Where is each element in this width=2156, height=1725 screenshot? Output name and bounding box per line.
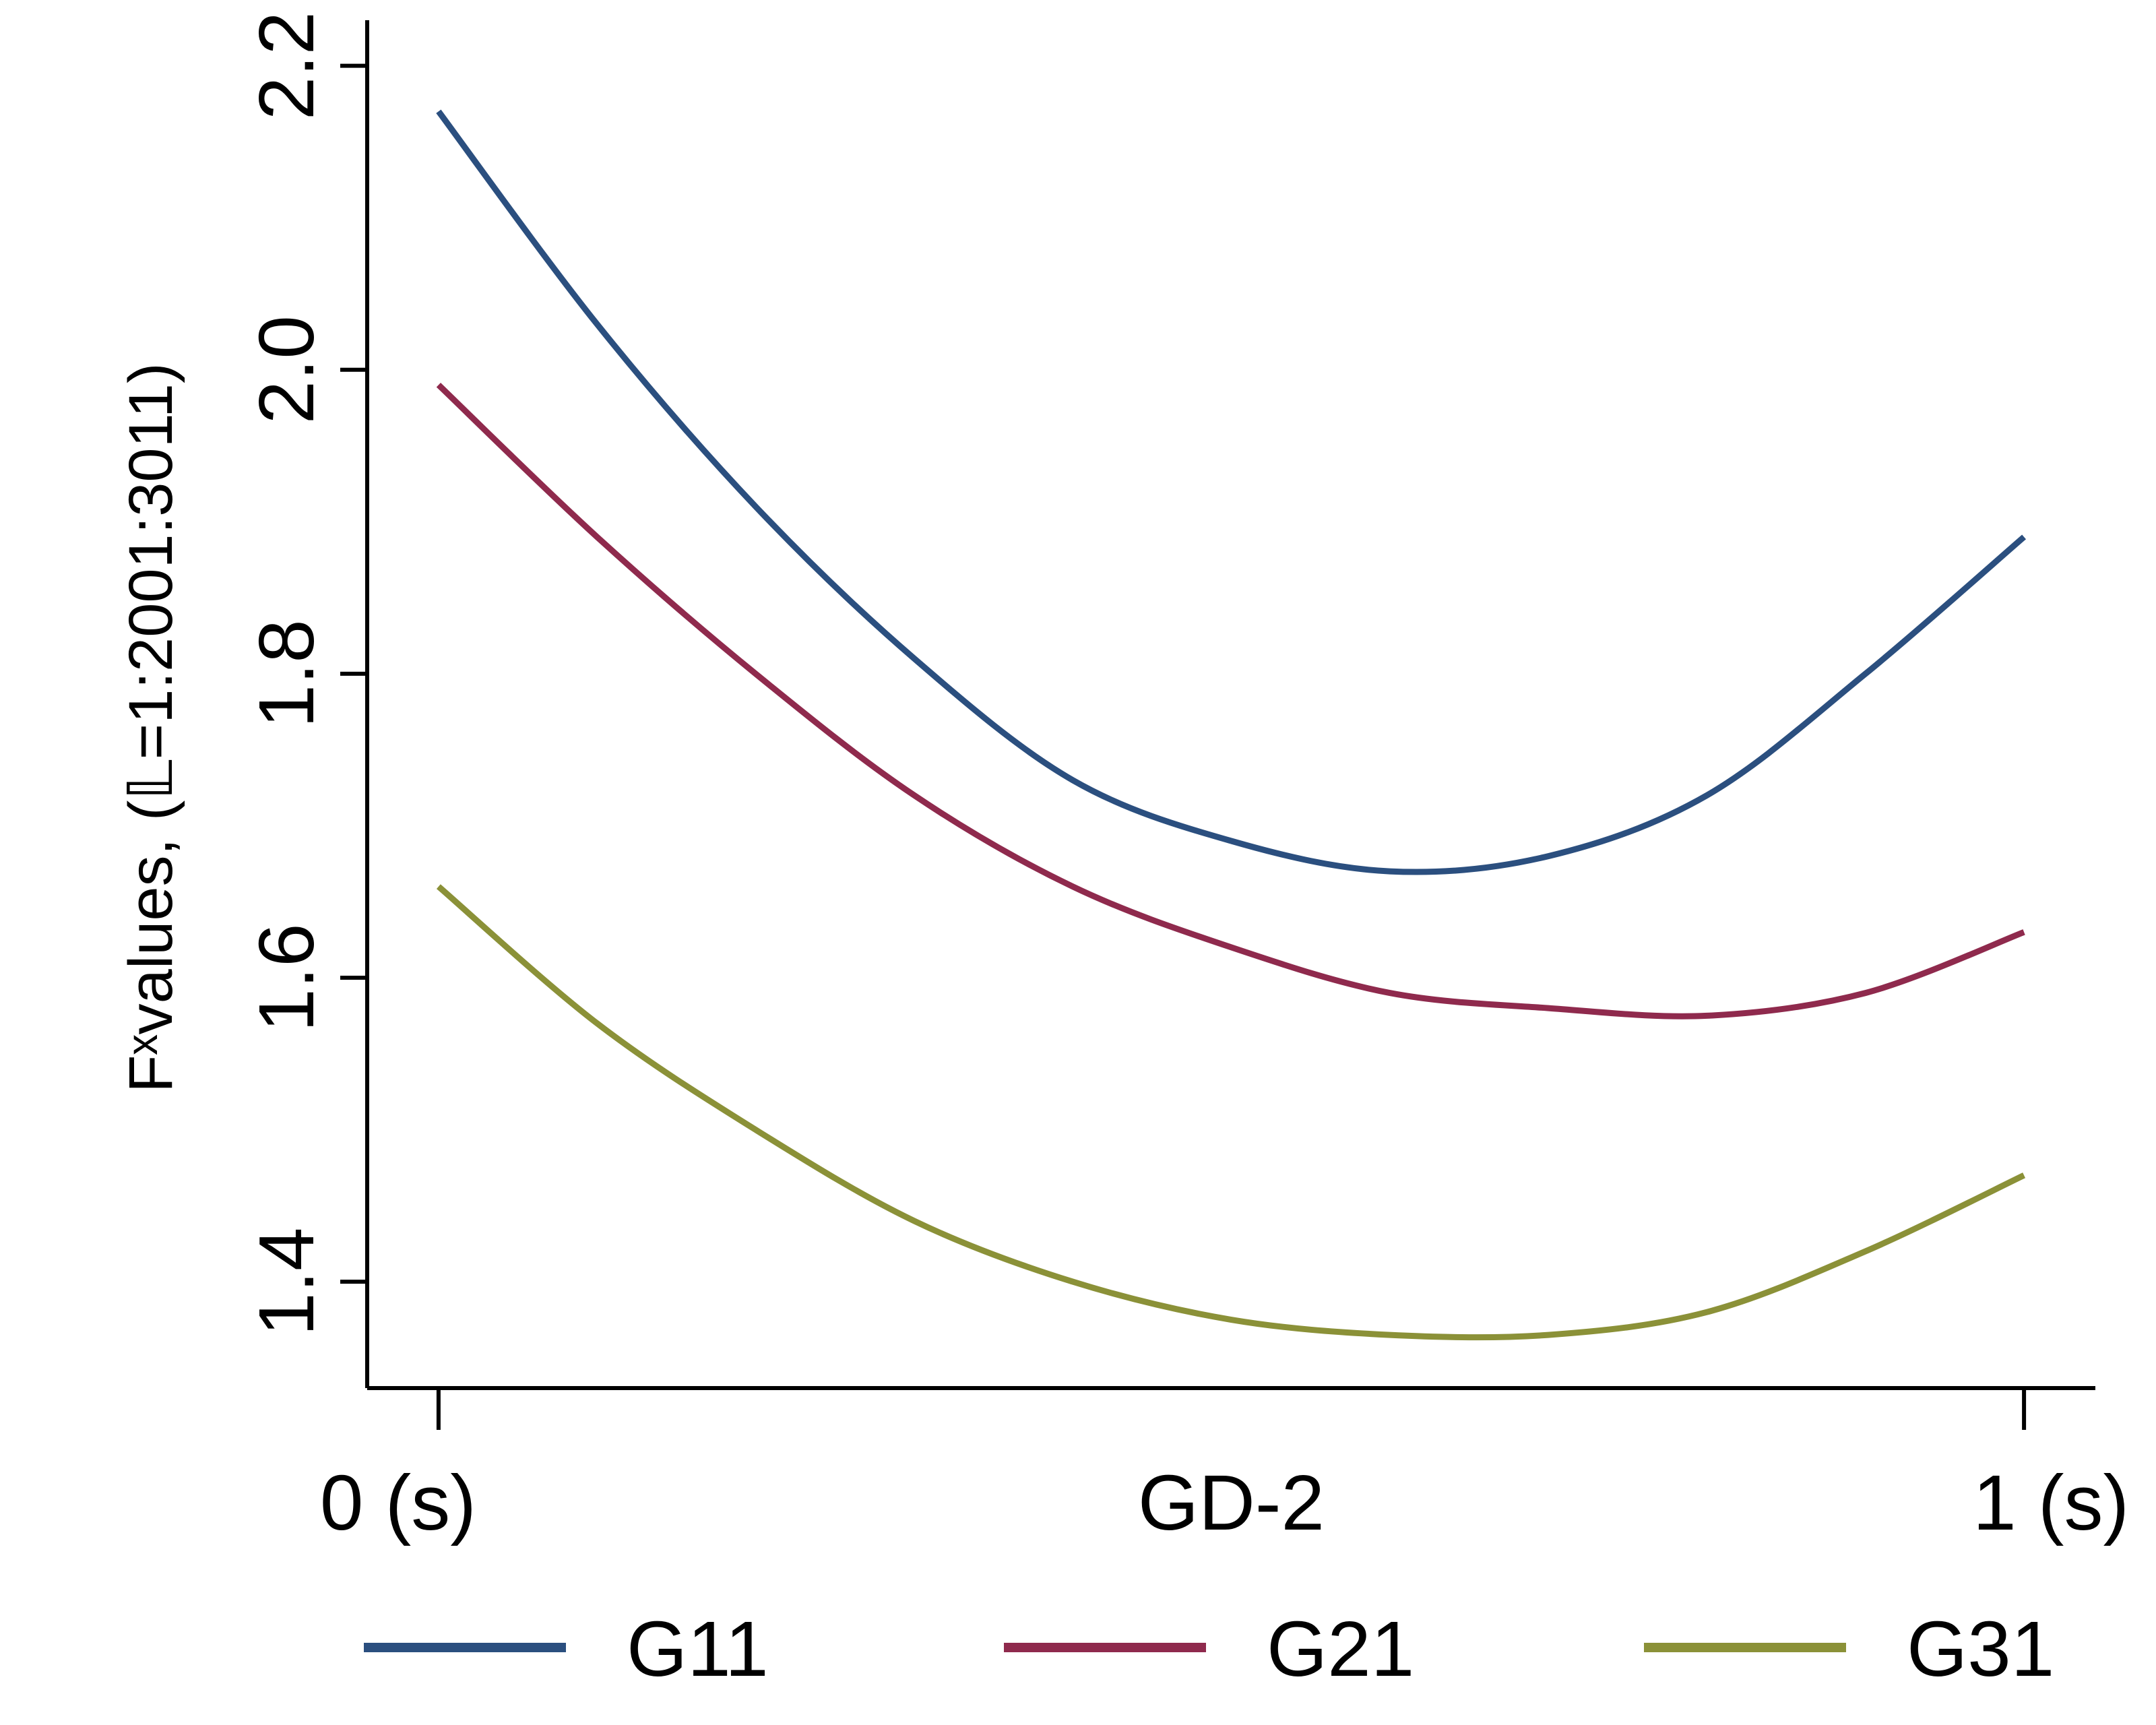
x-tick-label: 1 (s) (1973, 1459, 2129, 1546)
legend: G11 G21 G31 (364, 1605, 2054, 1693)
y-tick-label: 1.4 (243, 1227, 330, 1336)
legend-label-g31: G31 (1907, 1605, 2054, 1693)
y-tick-label: 2.2 (243, 11, 330, 120)
plot-lines (436, 109, 2027, 1341)
x-axis-title: GD-2 (1138, 1459, 1325, 1546)
x-tick-label: 0 (s) (320, 1459, 476, 1546)
axes: 1.4 1.6 1.8 2.0 2.2 0 (s) 1 (s) (243, 11, 2129, 1546)
legend-label-g11: G11 (627, 1605, 769, 1693)
series-line-g21 (436, 383, 2025, 1020)
series-line-g11 (436, 109, 2027, 875)
y-tick-label: 2.0 (243, 315, 330, 424)
y-axis-title: Fˣvalues, (𝕃=1:2001:3011) (117, 363, 185, 1092)
series-line-g31 (436, 884, 2026, 1341)
legend-label-g21: G21 (1267, 1605, 1414, 1693)
y-tick-label: 1.8 (243, 619, 330, 728)
y-tick-label: 1.6 (243, 923, 330, 1032)
